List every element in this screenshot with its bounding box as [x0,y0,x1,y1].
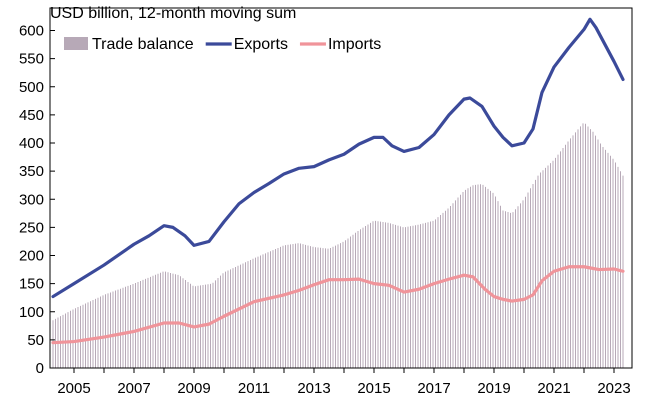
y-tick-label-3: 150 [19,276,44,293]
y-tick-label-4: 200 [19,248,44,265]
y-tick-label-11: 550 [19,51,44,68]
x-tick-label-4: 2013 [297,380,330,397]
x-tick-label-9: 2023 [597,380,630,397]
x-tick-label-8: 2021 [537,380,570,397]
bars-layer [52,123,624,368]
x-tick-label-0: 2005 [57,380,90,397]
x-axis: 2005 2007 2009 2011 2013 2015 2017 2019 2021 2023 [57,368,631,397]
y-tick-label-5: 250 [19,219,44,236]
y-tick-label-0: 0 [36,360,44,377]
x-tick-label-2: 2009 [177,380,210,397]
y-tick-label-1: 50 [27,332,44,349]
legend-label-trade-balance: Trade balance [92,36,194,53]
x-tick-label-5: 2015 [357,380,390,397]
imports-line [51,265,625,345]
trade-balance-bars [52,123,624,368]
y-tick-label-12: 600 [19,23,44,40]
legend-label-exports: Exports [234,36,288,53]
plot-frame [49,7,633,369]
y-tick-label-9: 450 [19,107,44,124]
legend-label-imports: Imports [328,36,381,53]
y-axis: 0 50 100 150 200 250 300 350 400 450 500 550 600 [19,23,55,377]
legend: Trade balance Exports Imports [64,36,381,53]
y-tick-label-2: 100 [19,304,44,321]
x-tick-label-6: 2017 [417,380,450,397]
lines-layer [51,17,625,345]
x-tick-label-3: 2011 [238,380,270,397]
y-tick-label-10: 500 [19,79,44,96]
y-tick-label-8: 400 [19,135,44,152]
x-tick-label-7: 2019 [477,380,510,397]
unit-label: USD billion, 12-month moving sum [50,5,296,22]
exports-line [51,17,625,299]
y-tick-label-6: 300 [19,191,44,208]
legend-swatch-trade-balance [64,37,88,50]
x-tick-label-1: 2007 [117,380,150,397]
y-tick-label-7: 350 [19,163,44,180]
